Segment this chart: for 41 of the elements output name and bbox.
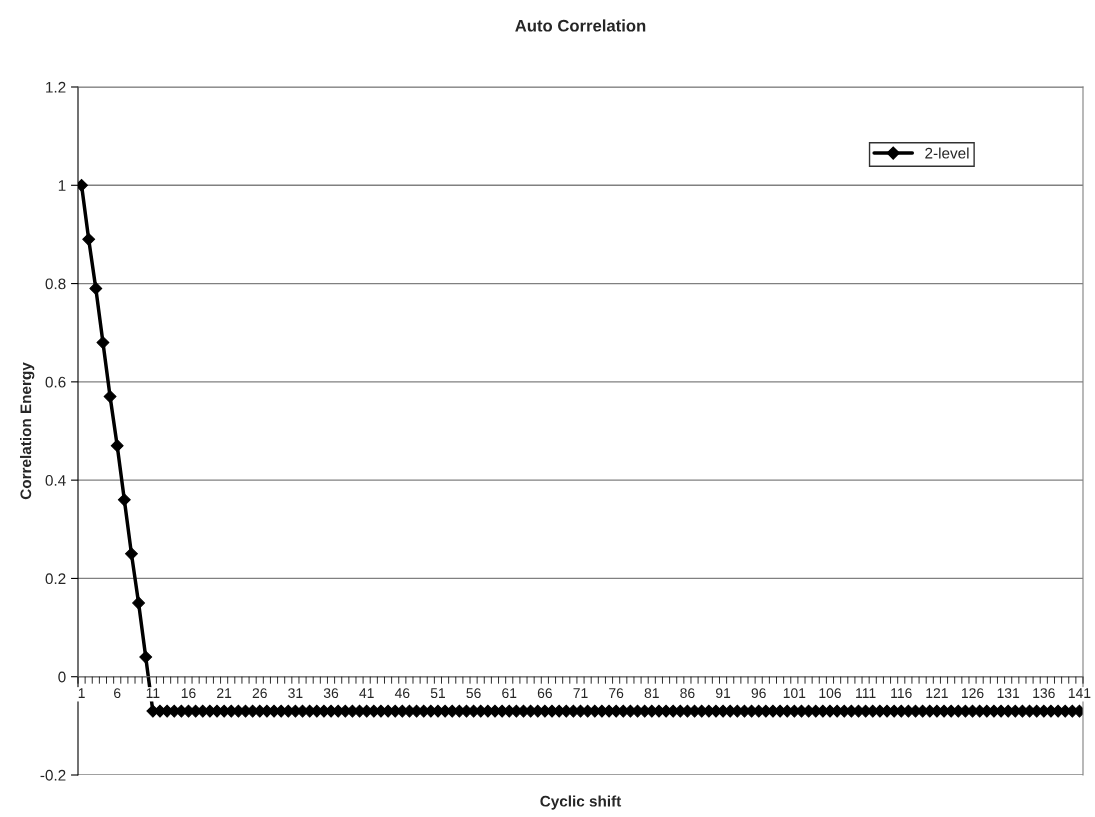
x-tick-label: 31 <box>288 688 303 699</box>
x-tick-label: 51 <box>430 688 445 699</box>
y-tick-label: 1.2 <box>46 81 66 93</box>
x-tick-label: 76 <box>609 688 624 699</box>
x-tick-label: 71 <box>573 688 588 698</box>
x-tick-label: 36 <box>323 688 339 699</box>
x-tick-label: 101 <box>783 688 806 699</box>
x-tick-label: 56 <box>466 688 481 699</box>
x-tick-label: 46 <box>394 688 410 699</box>
x-tick-label: 136 <box>1033 688 1055 699</box>
x-tick-label: 41 <box>359 688 374 698</box>
y-tick-label: 1 <box>58 180 66 191</box>
y-tick-label: 0.4 <box>45 475 66 486</box>
x-tick-label: 126 <box>961 688 984 699</box>
y-tick-label: -0.2 <box>40 769 66 781</box>
chart-title: Auto Correlation <box>515 19 646 32</box>
legend-label: 2-level <box>925 147 969 159</box>
x-tick-label: 121 <box>926 688 948 698</box>
y-tick-label: 0 <box>58 671 66 683</box>
x-axis-title: Cyclic shift <box>540 795 622 810</box>
x-tick-label: 61 <box>502 688 517 699</box>
x-tick-label: 66 <box>537 688 552 699</box>
y-tick-label: 0.2 <box>45 573 66 585</box>
x-tick-label: 16 <box>181 688 196 699</box>
x-tick-label: 81 <box>644 688 659 699</box>
x-tick-label: 91 <box>715 688 731 699</box>
x-tick-label: 1 <box>78 688 85 698</box>
x-tick-label: 141 <box>1068 688 1091 698</box>
x-tick-label: 26 <box>252 688 267 699</box>
x-tick-label: 6 <box>114 688 121 699</box>
y-tick-label: 0.6 <box>45 376 66 388</box>
x-tick-label: 11 <box>146 688 160 698</box>
y-axis-title: Correlation Energy <box>20 362 35 500</box>
x-tick-label: 111 <box>856 688 876 698</box>
x-tick-label: 21 <box>217 688 232 698</box>
x-tick-label: 96 <box>751 688 766 699</box>
x-tick-label: 106 <box>819 688 841 699</box>
x-tick-label: 131 <box>997 688 1020 699</box>
x-tick-label: 116 <box>891 688 912 699</box>
y-tick-label: 0.8 <box>45 278 66 290</box>
x-tick-label: 86 <box>680 688 695 699</box>
